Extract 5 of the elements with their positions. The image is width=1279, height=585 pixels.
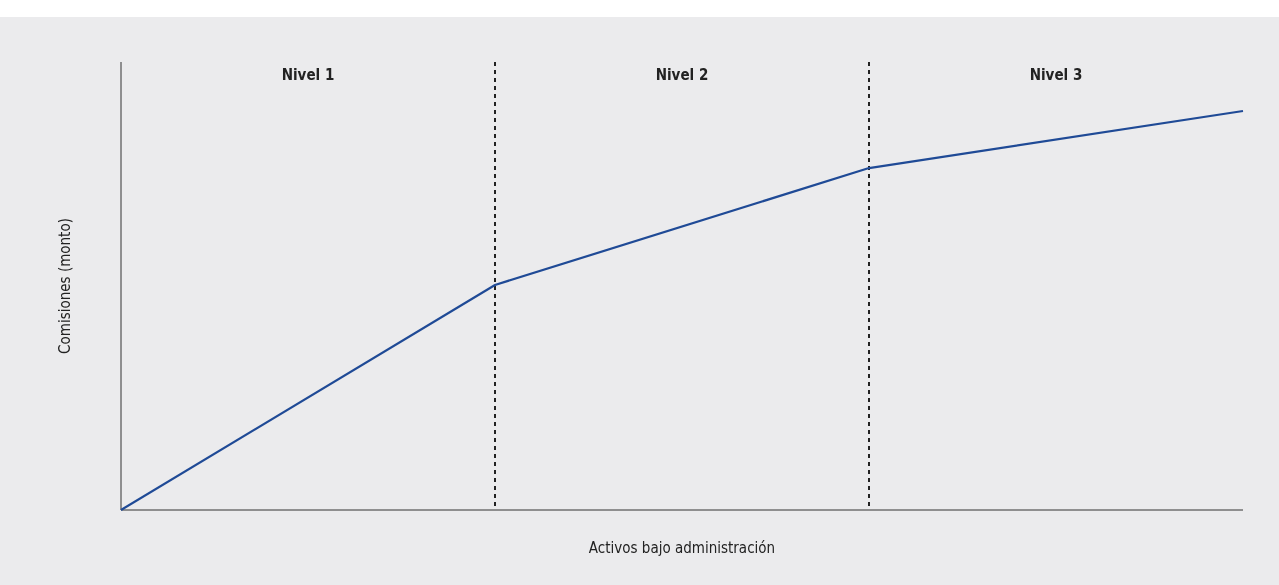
y-axis-title: Comisiones (monto) [56, 218, 74, 354]
x-axis-title: Activos bajo administración [588, 539, 776, 557]
text: Nivel 2 [655, 66, 709, 84]
text: Nivel 1 [281, 66, 335, 84]
text: Nivel 3 [1029, 66, 1083, 84]
